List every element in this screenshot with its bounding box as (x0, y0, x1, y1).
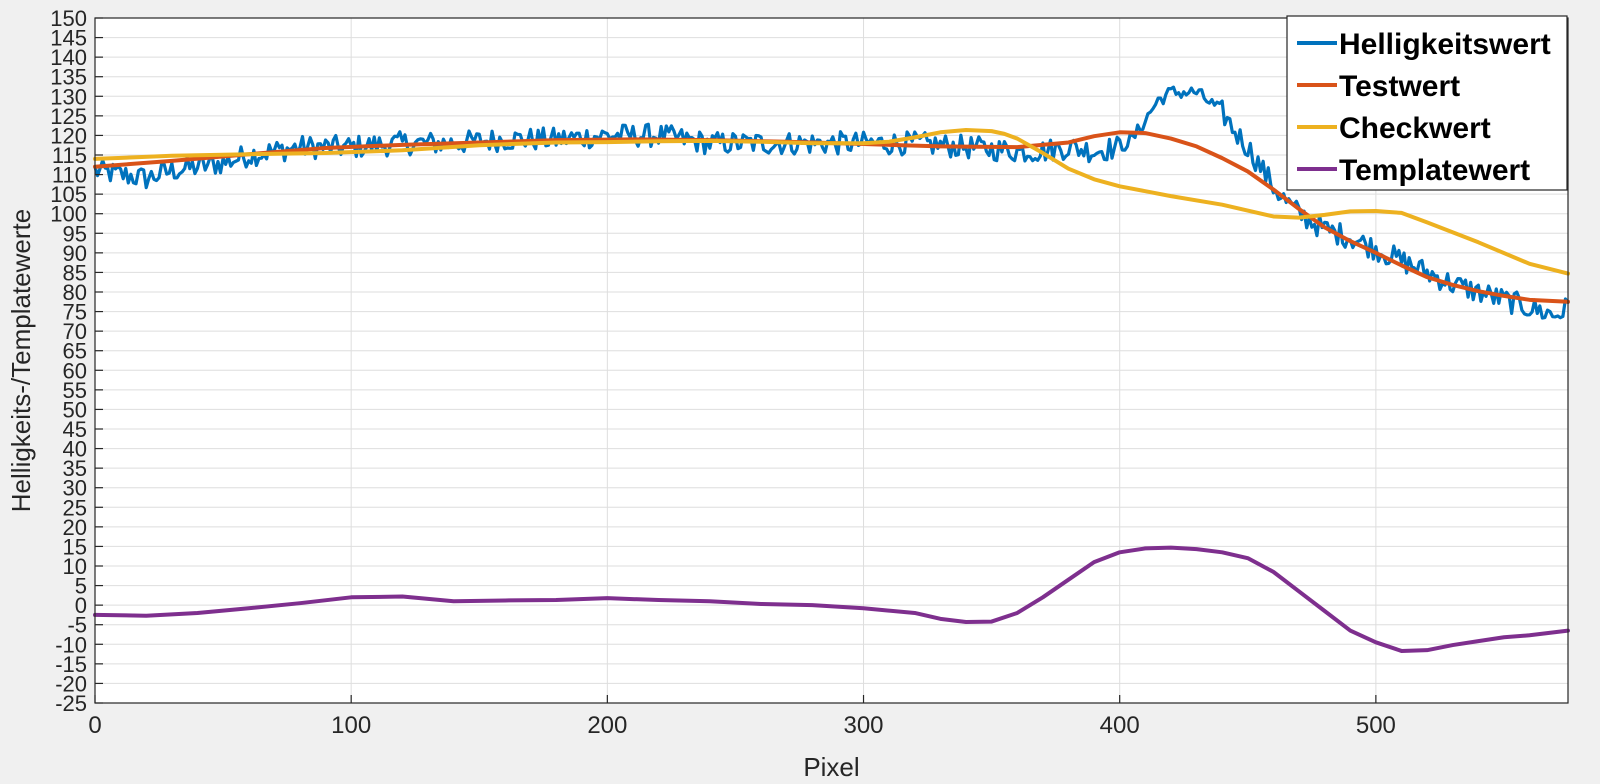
y-tick-label: 110 (52, 163, 87, 188)
y-tick-label: 25 (63, 495, 87, 520)
y-tick-label: 95 (63, 221, 87, 246)
y-tick-label: 55 (63, 378, 87, 403)
legend-entry-label: Helligkeitswert (1339, 28, 1551, 61)
y-tick-label: 10 (63, 554, 87, 579)
y-tick-label: 65 (63, 339, 87, 364)
y-tick-label: 145 (50, 26, 87, 51)
plot-border (94, 17, 1569, 704)
y-tick-label: -25 (55, 691, 87, 716)
y-tick-label: -20 (55, 671, 87, 696)
x-tick-label: 200 (587, 712, 627, 739)
y-tick-label: -5 (67, 613, 87, 638)
y-tick-label: -15 (55, 652, 87, 677)
y-tick-label: -10 (55, 632, 87, 657)
legend-entry-label: Checkwert (1339, 112, 1491, 145)
x-tick-label: 100 (331, 712, 371, 739)
series-line-2 (93, 130, 1570, 304)
y-tick-label: 150 (50, 6, 87, 31)
y-tick-label: 50 (63, 397, 87, 422)
y-tick-label: 115 (52, 143, 87, 168)
y-tick-label: 120 (50, 123, 87, 148)
y-tick-label: 0 (75, 593, 87, 618)
x-axis-ticks: 0 100 200 300 400 500 (88, 695, 1396, 739)
y-tick-label: 90 (63, 241, 87, 266)
y-tick-label: 35 (63, 456, 87, 481)
x-axis-label: Pixel (803, 752, 859, 782)
y-tick-label: 135 (50, 65, 87, 90)
y-tick-label: 5 (75, 574, 87, 599)
y-tick-label: 80 (63, 280, 87, 305)
y-tick-label: 45 (63, 417, 87, 442)
series-line-4 (93, 545, 1570, 653)
legend-entry-label: Testwert (1339, 70, 1460, 103)
y-tick-label: 70 (63, 319, 87, 344)
y-tick-label: 30 (63, 476, 87, 501)
x-tick-label: 300 (843, 712, 883, 739)
legend-entry-label: Templatewert (1339, 154, 1530, 187)
x-tick-label: 0 (88, 712, 101, 739)
legend: Helligkeitswert Testwert Checkwert Template… (1286, 15, 1568, 191)
y-tick-label: 105 (50, 182, 87, 207)
y-axis-label: Helligkeits-/Templatewerte (6, 209, 36, 512)
series-lines (93, 85, 1570, 653)
x-tick-label: 400 (1100, 712, 1140, 739)
y-tick-label: 100 (50, 202, 87, 227)
y-tick-label: 15 (63, 534, 87, 559)
series-line-3 (93, 127, 1570, 276)
y-tick-label: 85 (63, 260, 87, 285)
y-tick-label: 60 (63, 358, 87, 383)
y-tick-label: 140 (50, 45, 87, 70)
y-tick-label: 75 (63, 300, 87, 325)
y-tick-label: 130 (50, 84, 87, 109)
y-axis-ticks: -25-20-15-10-505101520253035404550556065… (50, 6, 103, 716)
y-tick-label: 40 (63, 437, 87, 462)
x-tick-label: 500 (1356, 712, 1396, 739)
y-tick-label: 20 (63, 515, 87, 540)
y-tick-label: 125 (50, 104, 87, 129)
